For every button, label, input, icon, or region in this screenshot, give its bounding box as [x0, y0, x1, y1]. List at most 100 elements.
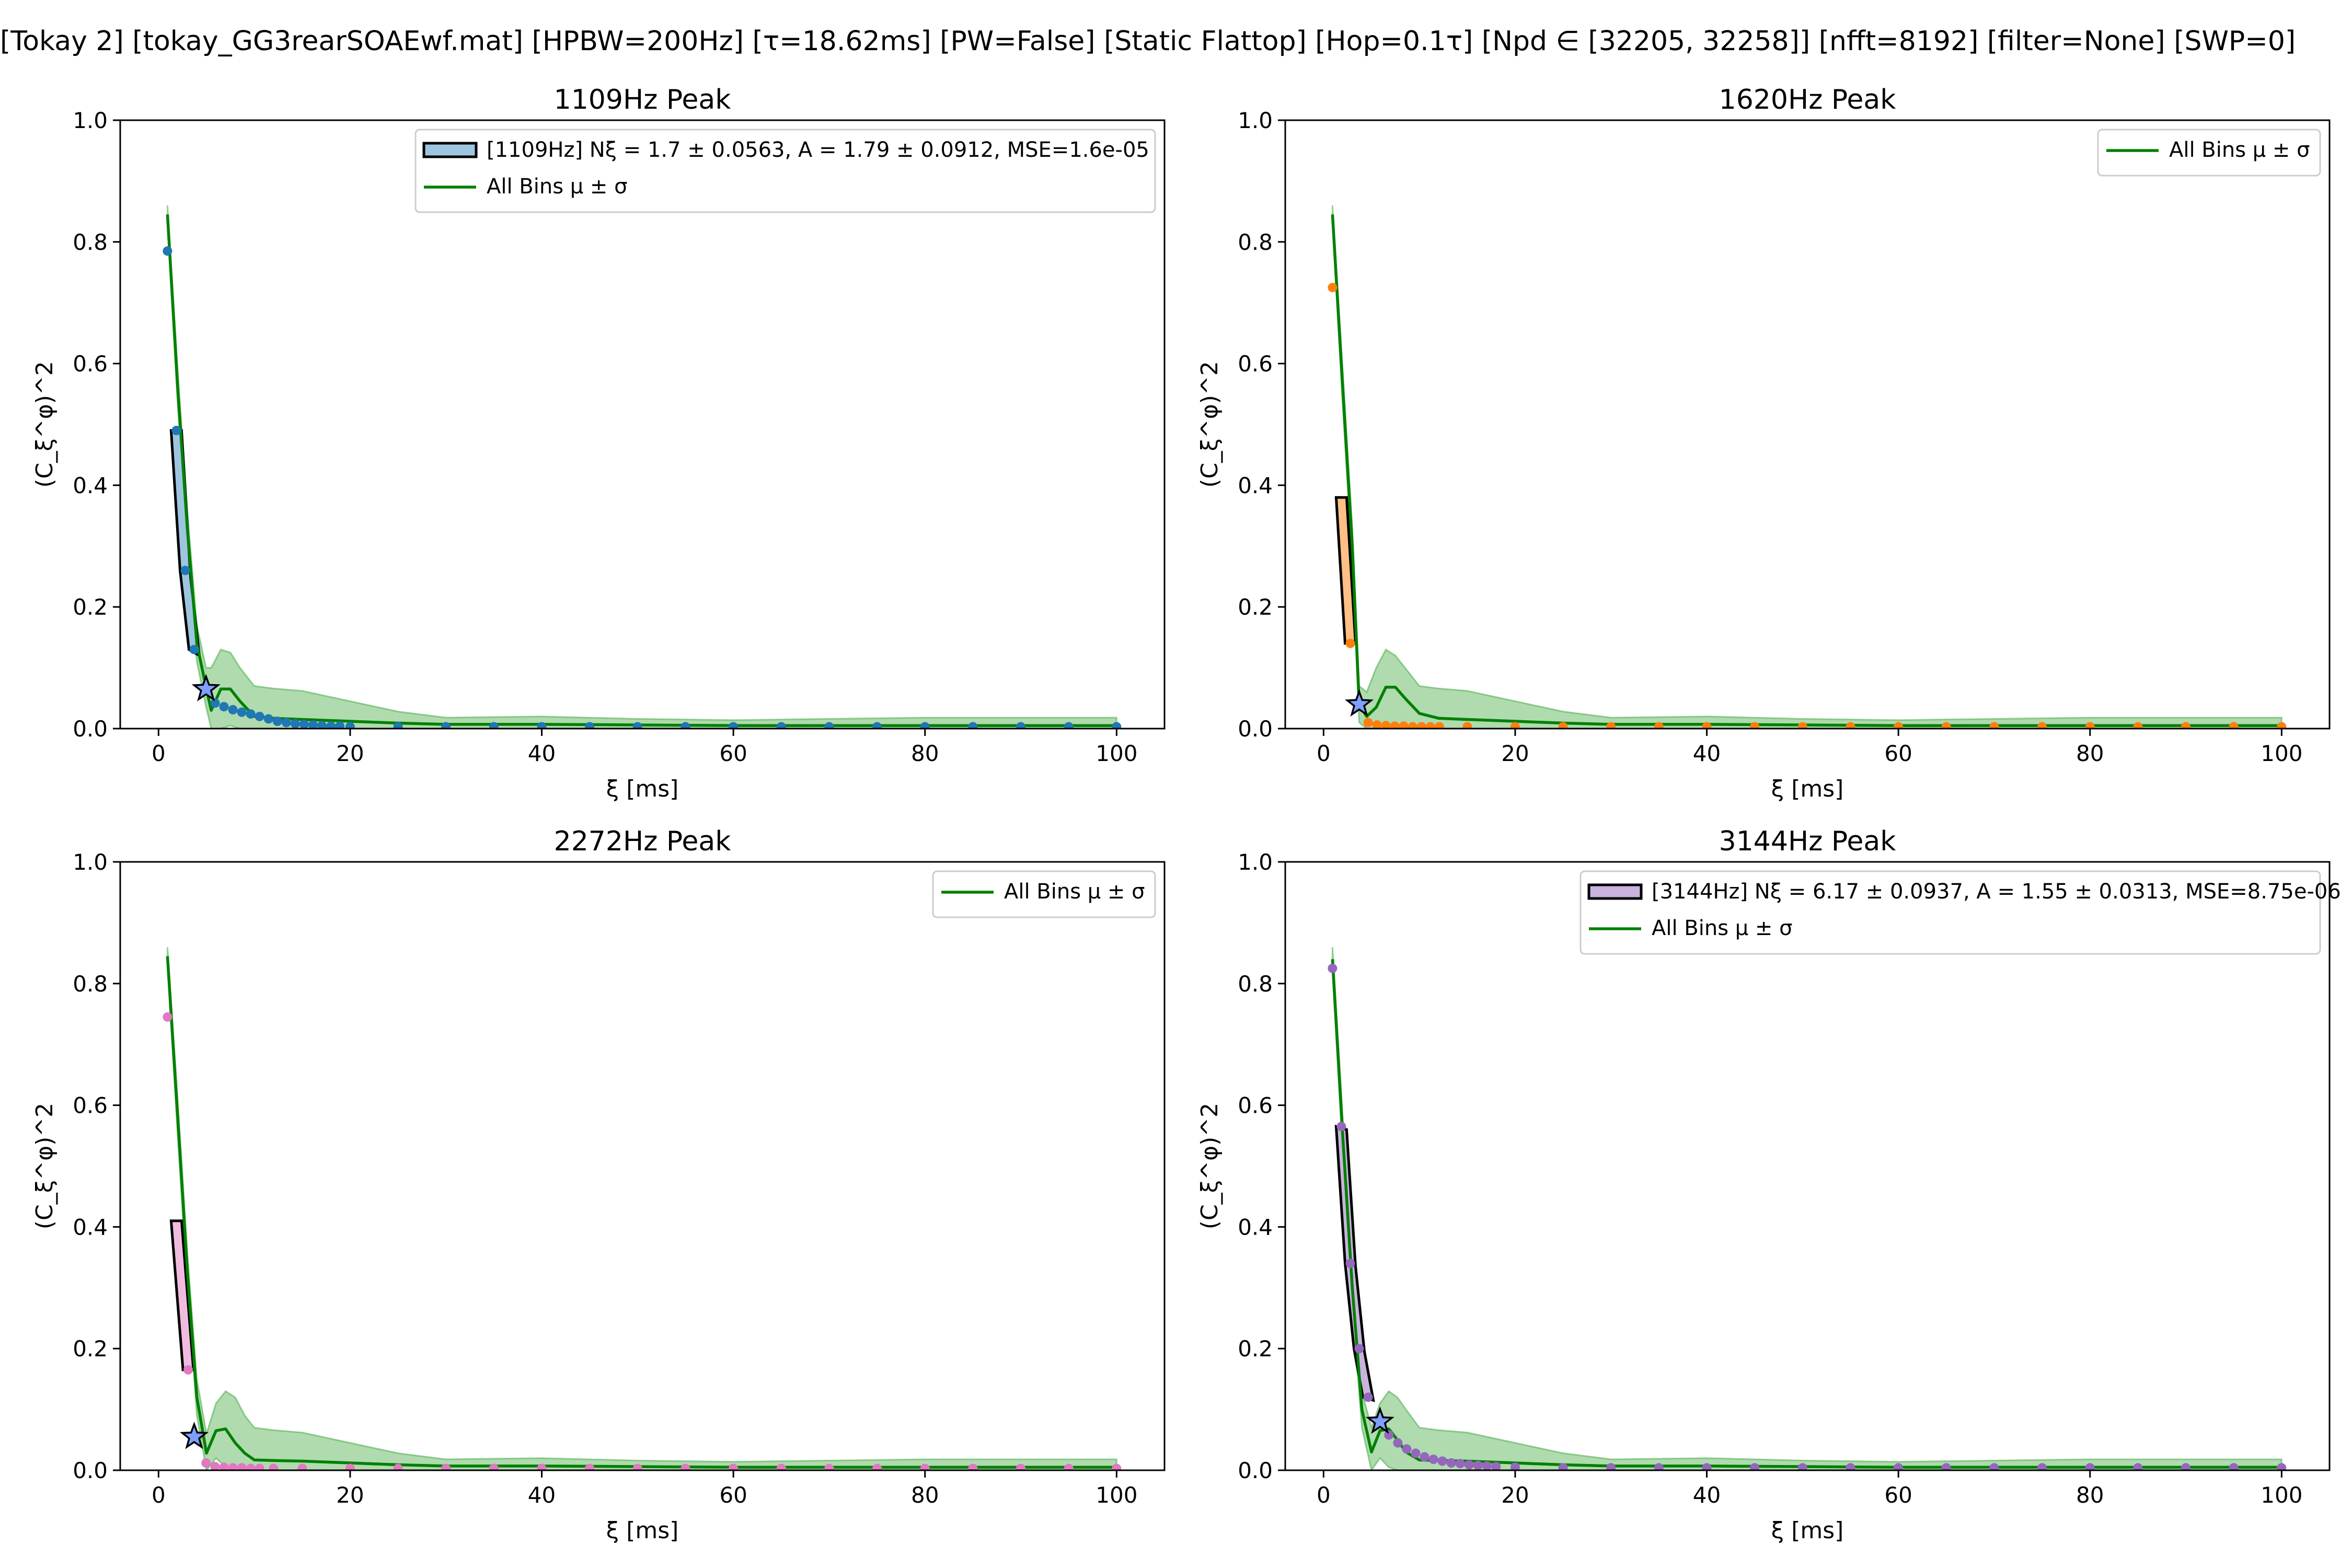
y-axis-label: (C_ξ^φ)^2	[31, 361, 58, 488]
data-point	[1328, 963, 1338, 973]
data-point	[183, 1365, 193, 1375]
data-point	[1016, 1463, 1025, 1470]
data-point	[272, 717, 282, 726]
data-point	[2133, 1463, 2143, 1470]
data-point	[2277, 722, 2287, 729]
data-point	[776, 722, 786, 729]
data-point	[1064, 1463, 1074, 1470]
y-tick-label: 1.0	[73, 108, 108, 133]
data-point	[585, 722, 595, 729]
data-point	[1336, 1122, 1346, 1132]
data-point	[269, 1463, 279, 1470]
y-tick-label: 1.0	[1238, 108, 1273, 133]
data-point	[1363, 718, 1373, 728]
decay-star-marker	[1365, 1406, 1394, 1434]
data-point	[1941, 1463, 1951, 1470]
plot-area	[1328, 947, 2287, 1470]
y-tick-label: 0.4	[1238, 472, 1273, 498]
data-point	[1390, 721, 1400, 729]
subplots-grid: 0 20 40 60 80 100 0.0 0.2 0.4 0.6 0.8 1.0 1109Hz Pea…	[31, 84, 2341, 1544]
data-point	[317, 721, 327, 729]
data-point	[210, 1462, 220, 1470]
y-tick-label: 0.8	[1238, 971, 1273, 997]
subplot-3: 0 20 40 60 80 100 0.0 0.2 0.4 0.6 0.8 1.0 2272Hz Pea…	[31, 826, 1166, 1544]
data-point	[1328, 283, 1338, 293]
data-point	[228, 1463, 238, 1470]
data-point	[163, 1012, 172, 1022]
y-tick-label: 0.2	[73, 594, 108, 620]
data-point	[1345, 1259, 1355, 1269]
data-point	[1408, 722, 1417, 729]
data-point	[281, 718, 291, 728]
data-point	[1750, 1463, 1760, 1470]
decay-star-marker	[191, 674, 221, 701]
legend-entry: All Bins μ ± σ	[487, 175, 628, 199]
data-point	[1112, 722, 1122, 729]
x-tick-label: 100	[1096, 1482, 1137, 1508]
data-point	[2181, 1463, 2190, 1470]
data-point	[393, 722, 403, 729]
data-point	[171, 425, 181, 435]
y-tick-label: 0.0	[73, 716, 108, 742]
data-point	[1425, 722, 1435, 729]
x-tick-label: 40	[1693, 741, 1721, 766]
data-point	[1428, 1455, 1438, 1464]
axes-frame	[119, 119, 1166, 730]
legend-box	[932, 870, 1156, 918]
y-tick-label: 0.2	[73, 1336, 108, 1362]
legend-box	[1579, 870, 2321, 955]
data-point	[2085, 722, 2095, 729]
x-axis-label: ξ [ms]	[606, 776, 679, 802]
data-point	[299, 719, 309, 729]
data-point	[1894, 1463, 1904, 1470]
plot-area	[163, 205, 1122, 729]
data-point	[163, 246, 172, 256]
data-point	[729, 1463, 739, 1470]
y-tick-label: 0.6	[1238, 1093, 1273, 1119]
data-point	[1491, 1462, 1501, 1470]
data-point	[219, 702, 229, 712]
data-point	[2037, 1463, 2047, 1470]
y-tick-label: 0.2	[1238, 1336, 1273, 1362]
data-point	[1941, 722, 1951, 729]
data-point	[1462, 722, 1472, 729]
data-point	[1558, 1463, 1568, 1470]
subplot-2: 0 20 40 60 80 100 0.0 0.2 0.4 0.6 0.8 1.0 1620Hz Pea…	[1196, 84, 2331, 802]
y-tick-label: 1.0	[73, 849, 108, 875]
data-point	[237, 707, 247, 717]
plot-area	[1328, 205, 2287, 729]
data-point	[1112, 1463, 1122, 1470]
data-point	[729, 722, 739, 729]
x-tick-label: 20	[1501, 741, 1529, 766]
data-point	[441, 722, 451, 729]
data-point	[1846, 1463, 1855, 1470]
data-point	[632, 1463, 642, 1470]
data-point	[1473, 1460, 1483, 1470]
y-tick-label: 0.6	[73, 351, 108, 377]
std-band	[1331, 947, 2282, 1470]
x-tick-label: 60	[719, 1482, 747, 1508]
data-point	[1750, 722, 1760, 729]
subplot-title: 1109Hz Peak	[554, 84, 731, 116]
y-axis-label: (C_ξ^φ)^2	[1196, 361, 1223, 488]
x-tick-label: 60	[719, 741, 747, 766]
data-point	[489, 722, 499, 729]
data-point	[393, 1463, 403, 1470]
data-point	[1399, 721, 1409, 729]
legend-fit-swatch	[422, 142, 478, 158]
data-point	[1654, 1463, 1664, 1470]
data-point	[297, 1463, 307, 1470]
x-tick-label: 20	[336, 741, 364, 766]
data-point	[210, 698, 220, 708]
x-axis-label: ξ [ms]	[1771, 1517, 1844, 1544]
data-point	[1354, 1344, 1364, 1354]
data-point	[246, 709, 256, 719]
data-point	[1797, 722, 1807, 729]
data-point	[537, 722, 547, 729]
data-point	[1606, 1463, 1616, 1470]
data-point	[1416, 722, 1426, 729]
data-point	[1654, 722, 1664, 729]
axes-frame	[1284, 861, 2331, 1471]
data-point	[824, 722, 834, 729]
y-tick-label: 0.0	[1238, 1458, 1273, 1483]
